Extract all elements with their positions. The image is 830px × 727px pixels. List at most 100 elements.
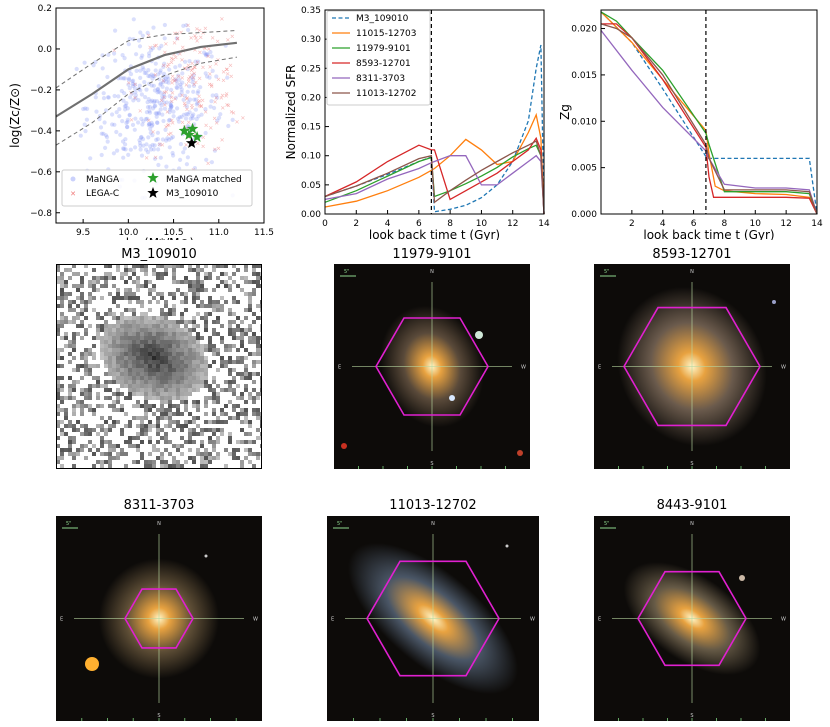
manga-point: [166, 80, 171, 85]
pixel: [156, 316, 160, 320]
manga-point: [187, 110, 192, 115]
pixel: [100, 328, 104, 332]
pixel: [84, 432, 88, 436]
pixel: [64, 332, 68, 336]
manga-point: [145, 30, 150, 35]
pixel: [216, 276, 220, 280]
pixel: [100, 436, 104, 440]
pixel: [68, 420, 72, 424]
pixel: [232, 344, 236, 348]
legac-point: ✕: [154, 43, 159, 50]
pixel: [136, 264, 140, 268]
x-tick-label: 2: [629, 219, 635, 229]
manga-point: [164, 79, 169, 84]
manga-point: [117, 107, 122, 112]
pixel: [128, 348, 132, 352]
pixel: [64, 432, 68, 436]
pixel: [252, 268, 256, 272]
pixel: [136, 424, 140, 428]
pixel: [108, 344, 112, 348]
y-tick-label: 0.10: [301, 152, 321, 162]
manga-point: [160, 80, 166, 85]
pixel: [184, 408, 188, 412]
pixel: [120, 452, 124, 456]
pixel: [164, 356, 168, 360]
pixel: [148, 380, 152, 384]
y-tick-label: 0.015: [571, 71, 597, 81]
pixel: [116, 348, 120, 352]
manga-point: [218, 112, 223, 117]
manga-point: [151, 147, 156, 152]
pixel: [252, 312, 256, 316]
pixel: [172, 396, 176, 400]
pixel: [80, 444, 84, 448]
pixel: [84, 424, 88, 428]
gas-metallicity-chart: 2 4 6 8 10 12 140.0000.0050.0100.0150.020look …: [558, 9, 823, 240]
pixel: [176, 464, 180, 468]
pixel: [248, 432, 252, 436]
pixel: [144, 368, 148, 372]
pixel: [256, 408, 260, 412]
pixel: [248, 452, 252, 456]
pixel: [208, 456, 212, 460]
manga-point: [190, 80, 195, 85]
pixel: [124, 380, 128, 384]
pixel: [56, 364, 60, 368]
manga-point: [123, 137, 128, 142]
manga-point: [123, 147, 128, 152]
pixel: [148, 336, 152, 340]
legac-point: ✕: [133, 81, 138, 88]
pixel: [252, 440, 256, 444]
pixel: [156, 344, 160, 348]
manga-point: [179, 114, 184, 119]
legac-point: ✕: [195, 141, 200, 148]
pixel: [72, 456, 76, 460]
pixel: [196, 452, 200, 456]
pixel: [160, 464, 164, 468]
pixel: [180, 464, 184, 468]
legac-point: ✕: [169, 56, 174, 63]
pixel: [68, 440, 72, 444]
pixel: [188, 432, 192, 436]
legac-point: ✕: [197, 27, 202, 34]
manga-point: [157, 101, 162, 106]
pixel: [76, 428, 80, 432]
x-tick-label: 14: [538, 219, 550, 229]
pixel: [128, 324, 132, 328]
manga-point: [136, 98, 141, 103]
pixel: [228, 288, 232, 292]
manga-point: [204, 74, 210, 79]
manga-point: [161, 100, 166, 105]
manga-point: [126, 77, 131, 82]
pixel: [56, 348, 60, 352]
pixel: [156, 368, 160, 372]
pixel: [160, 360, 164, 364]
legend-label-2: 11979-9101: [356, 44, 411, 54]
pixel: [188, 388, 192, 392]
pixel: [184, 300, 188, 304]
pixel: [148, 348, 152, 352]
pixel: [108, 444, 112, 448]
pixel: [160, 292, 164, 296]
pixel: [124, 352, 128, 356]
manga-point: [169, 87, 174, 92]
pixel: [72, 408, 76, 412]
manga-point: [118, 76, 124, 81]
pixel: [60, 300, 64, 304]
pixel: [84, 332, 88, 336]
pixel: [120, 276, 124, 280]
pixel: [140, 440, 144, 444]
legac-point: ✕: [159, 98, 164, 105]
manga-point: [148, 126, 153, 132]
pixel: [96, 396, 100, 400]
legac-point: ✕: [197, 98, 202, 105]
pixel: [108, 312, 112, 316]
pixel: [116, 264, 120, 268]
pixel: [60, 272, 64, 276]
pixel: [60, 376, 64, 380]
legend-marker-matched: [147, 172, 159, 183]
pixel: [196, 432, 200, 436]
pixel: [76, 296, 80, 300]
pixel: [168, 412, 172, 416]
pixel: [196, 380, 200, 384]
